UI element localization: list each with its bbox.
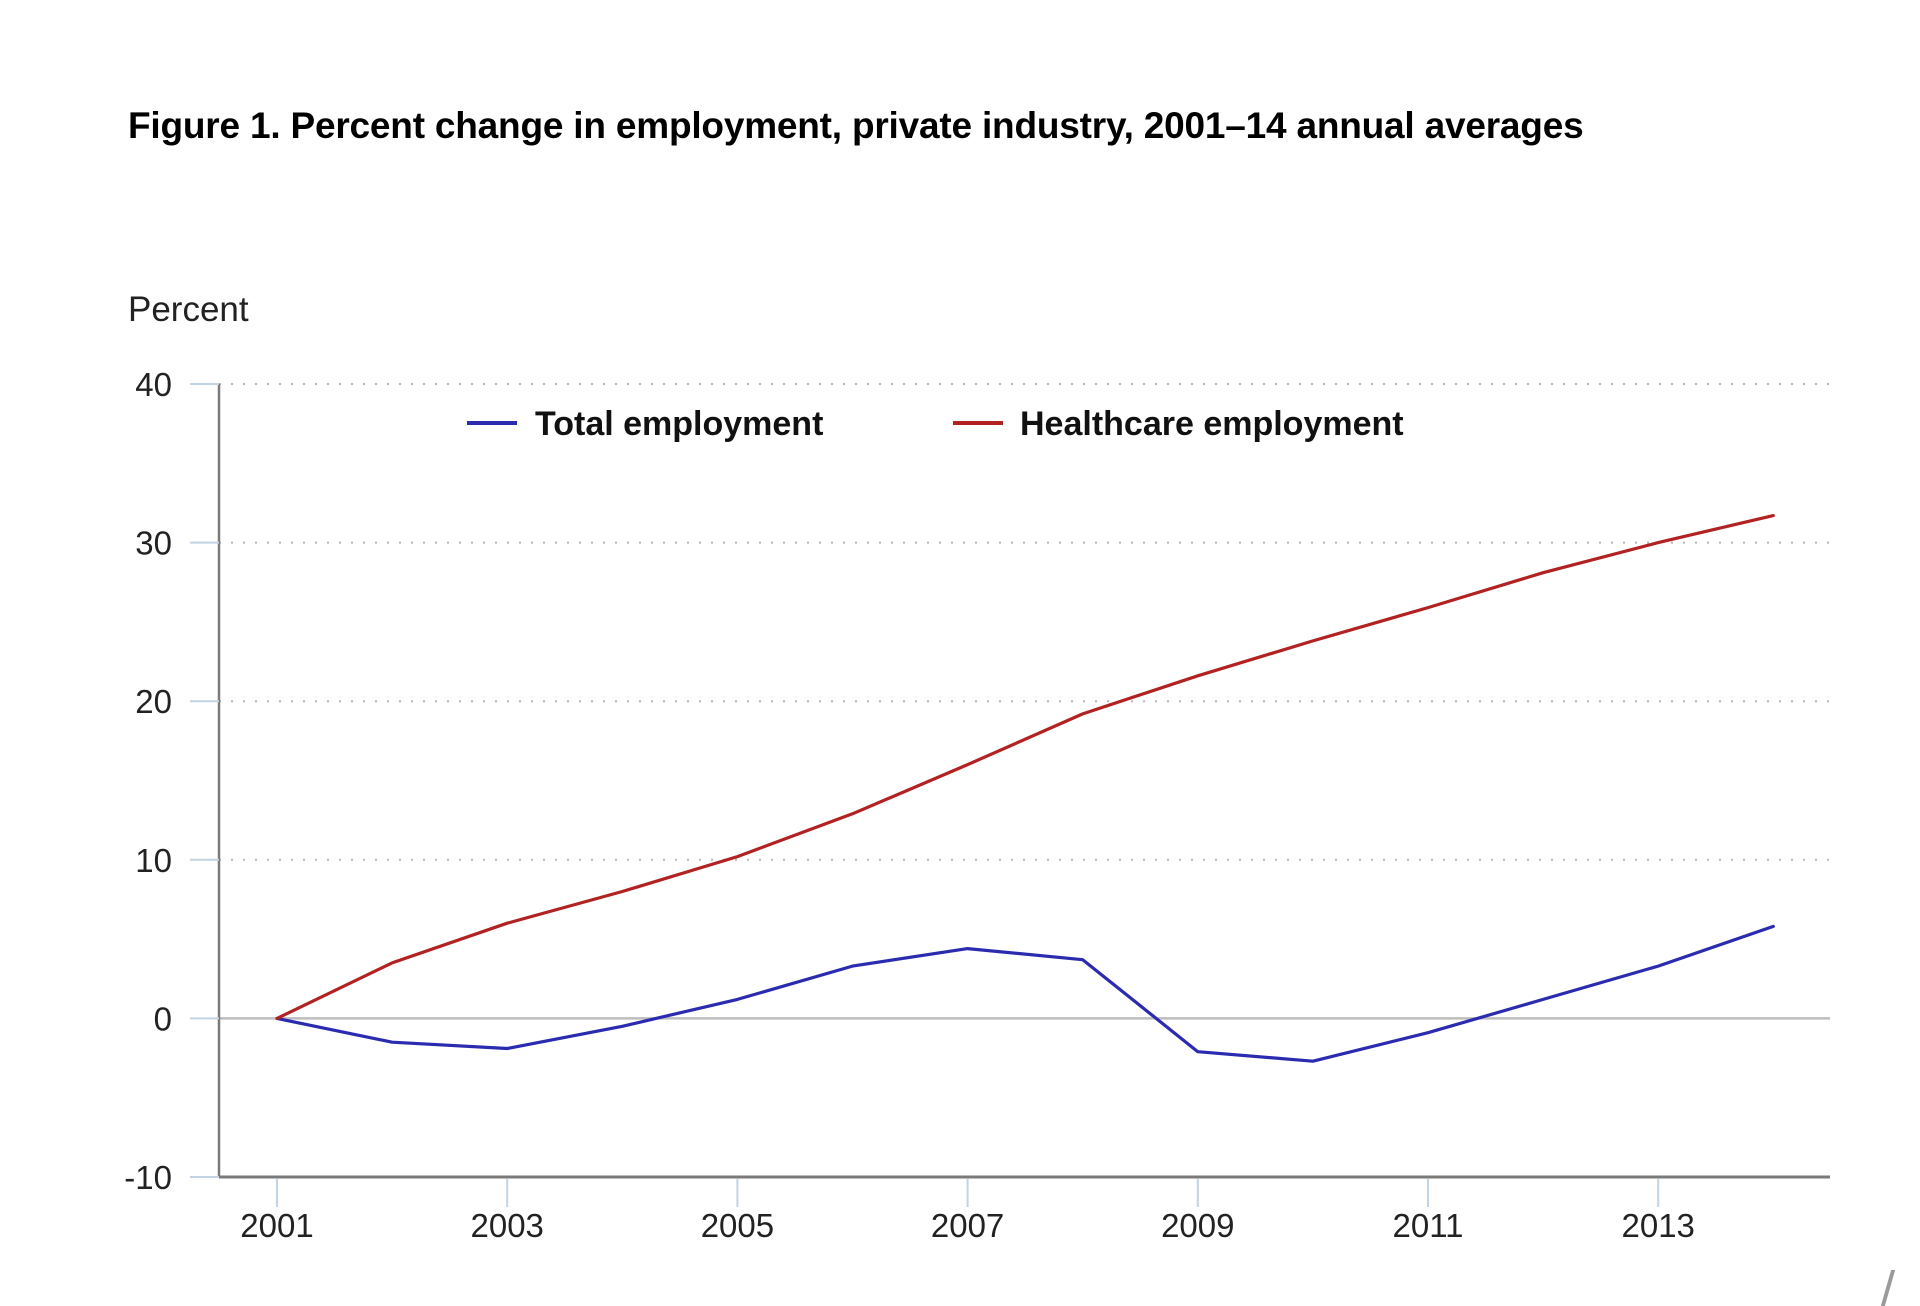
x-tick-label: 2003	[470, 1207, 543, 1244]
y-axis-label: Percent	[128, 290, 249, 329]
axes	[217, 384, 1830, 1179]
y-tick-label: 0	[154, 1000, 172, 1037]
chart-title: Figure 1. Percent change in employment, …	[128, 105, 1584, 146]
x-tick-label: 2011	[1393, 1207, 1464, 1244]
legend-label: Total employment	[535, 405, 823, 443]
series-line-total-employment	[275, 924, 1775, 1063]
gridlines	[219, 383, 1830, 861]
y-tick-label: 40	[135, 366, 172, 403]
y-tick-label: 20	[135, 683, 172, 720]
x-tick-label: 2001	[240, 1207, 313, 1244]
x-tick-label: 2013	[1621, 1207, 1694, 1244]
y-tick-label: 10	[135, 842, 172, 879]
legend-label: Healthcare employment	[1020, 405, 1404, 443]
series-line-healthcare-employment	[275, 513, 1775, 1021]
y-tick-label: -10	[124, 1159, 172, 1196]
x-tick-label: 2005	[701, 1207, 774, 1244]
series-lines	[275, 513, 1775, 1063]
x-ticks: 2001 2003 2005 2007 2009 2011 2013	[240, 1179, 1695, 1244]
y-ticks: 40 30 20 10 0 -10	[124, 366, 219, 1196]
x-tick-label: 2007	[931, 1207, 1004, 1244]
x-tick-label: 2009	[1161, 1207, 1234, 1244]
legend: Total employment Healthcare employment	[467, 405, 1404, 443]
y-tick-label: 30	[135, 525, 172, 562]
